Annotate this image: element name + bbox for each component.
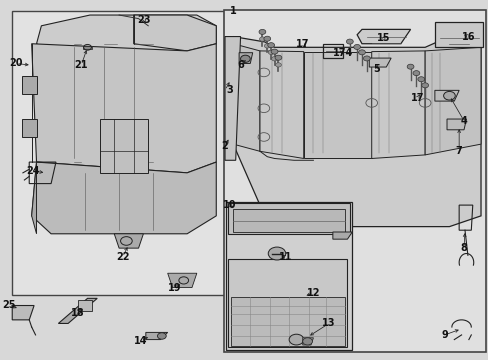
Polygon shape bbox=[434, 90, 458, 101]
Text: 8: 8 bbox=[460, 243, 467, 253]
Polygon shape bbox=[230, 297, 345, 346]
Circle shape bbox=[358, 50, 365, 55]
Polygon shape bbox=[368, 58, 390, 67]
Polygon shape bbox=[37, 15, 216, 51]
Polygon shape bbox=[225, 202, 351, 350]
Text: 3: 3 bbox=[226, 85, 233, 95]
Circle shape bbox=[288, 334, 303, 345]
Circle shape bbox=[157, 333, 166, 339]
Text: 15: 15 bbox=[376, 33, 390, 43]
Polygon shape bbox=[224, 37, 240, 160]
Text: 25: 25 bbox=[2, 300, 16, 310]
Text: 12: 12 bbox=[306, 288, 320, 298]
Circle shape bbox=[264, 36, 270, 41]
Polygon shape bbox=[332, 232, 351, 239]
Polygon shape bbox=[78, 300, 92, 311]
Polygon shape bbox=[82, 45, 92, 49]
Polygon shape bbox=[32, 162, 216, 234]
Circle shape bbox=[302, 338, 312, 345]
Text: 18: 18 bbox=[71, 308, 84, 318]
Circle shape bbox=[267, 42, 274, 48]
Polygon shape bbox=[133, 15, 216, 51]
Text: 7: 7 bbox=[455, 146, 462, 156]
Polygon shape bbox=[356, 30, 410, 44]
Text: 16: 16 bbox=[461, 32, 475, 41]
Text: 14: 14 bbox=[134, 336, 147, 346]
Circle shape bbox=[268, 247, 285, 260]
Text: 2: 2 bbox=[221, 141, 228, 151]
Circle shape bbox=[274, 55, 281, 60]
Polygon shape bbox=[223, 10, 485, 352]
Text: 10: 10 bbox=[223, 200, 236, 210]
Circle shape bbox=[412, 71, 419, 76]
Polygon shape bbox=[12, 12, 225, 295]
Text: 17: 17 bbox=[410, 93, 424, 103]
Polygon shape bbox=[434, 22, 483, 47]
Polygon shape bbox=[22, 76, 37, 94]
Text: 24: 24 bbox=[26, 166, 40, 176]
Polygon shape bbox=[167, 273, 197, 288]
Text: 23: 23 bbox=[137, 15, 151, 26]
Circle shape bbox=[240, 55, 250, 62]
Circle shape bbox=[417, 77, 424, 82]
Text: 6: 6 bbox=[237, 60, 244, 70]
Polygon shape bbox=[228, 259, 346, 347]
Text: 20: 20 bbox=[9, 58, 23, 68]
Polygon shape bbox=[32, 44, 216, 173]
Polygon shape bbox=[303, 51, 371, 158]
Text: 17: 17 bbox=[295, 39, 308, 49]
Text: 174: 174 bbox=[332, 48, 352, 58]
Circle shape bbox=[363, 56, 369, 61]
Polygon shape bbox=[239, 53, 252, 63]
Circle shape bbox=[259, 30, 265, 35]
Polygon shape bbox=[233, 209, 345, 232]
Polygon shape bbox=[371, 51, 424, 158]
Polygon shape bbox=[233, 44, 260, 151]
Circle shape bbox=[271, 49, 277, 54]
Circle shape bbox=[179, 277, 188, 284]
Polygon shape bbox=[100, 119, 148, 173]
Text: 9: 9 bbox=[440, 330, 447, 340]
Polygon shape bbox=[58, 298, 97, 323]
Text: 22: 22 bbox=[116, 252, 129, 262]
Circle shape bbox=[421, 83, 427, 88]
Circle shape bbox=[443, 91, 454, 100]
Polygon shape bbox=[446, 119, 466, 130]
Circle shape bbox=[407, 64, 413, 69]
Polygon shape bbox=[233, 37, 480, 226]
Text: 5: 5 bbox=[372, 64, 379, 74]
Circle shape bbox=[353, 44, 360, 49]
Polygon shape bbox=[32, 162, 37, 234]
Circle shape bbox=[264, 44, 270, 48]
Polygon shape bbox=[22, 119, 37, 137]
Polygon shape bbox=[260, 51, 303, 158]
Polygon shape bbox=[12, 306, 34, 320]
Circle shape bbox=[346, 39, 352, 44]
Circle shape bbox=[268, 50, 273, 54]
Polygon shape bbox=[424, 47, 480, 155]
Text: 21: 21 bbox=[74, 60, 88, 70]
Circle shape bbox=[275, 63, 281, 67]
Text: 4: 4 bbox=[460, 116, 467, 126]
Circle shape bbox=[259, 37, 265, 41]
Polygon shape bbox=[228, 203, 349, 234]
Polygon shape bbox=[302, 338, 313, 345]
Polygon shape bbox=[145, 332, 167, 339]
Text: 1: 1 bbox=[229, 6, 236, 17]
Polygon shape bbox=[114, 234, 143, 248]
Circle shape bbox=[271, 57, 277, 61]
Text: 13: 13 bbox=[322, 319, 335, 328]
Text: 19: 19 bbox=[168, 283, 182, 293]
Text: 11: 11 bbox=[279, 252, 292, 262]
